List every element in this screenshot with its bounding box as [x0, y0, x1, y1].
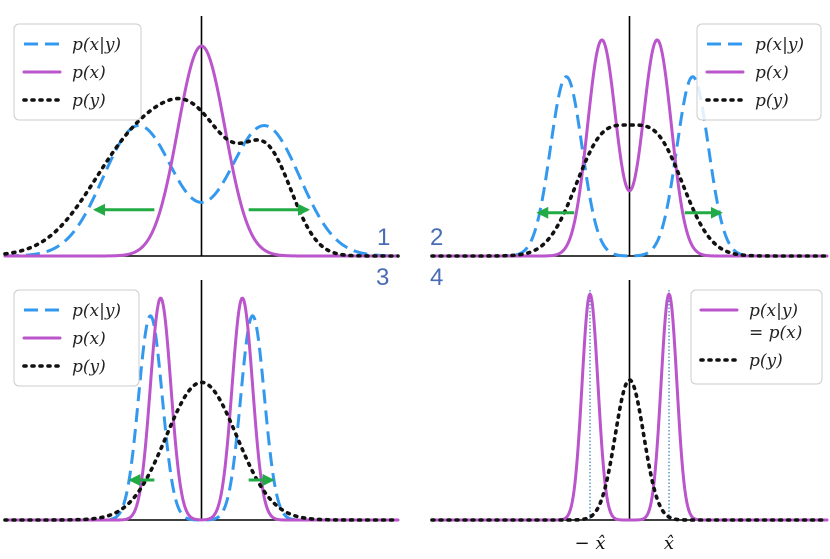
panel-3: 3 p(x|y) p(x) p(y) [3, 264, 400, 522]
legend: p(x|y)= p(x) p(y) [690, 289, 823, 385]
panel-2: 2 p(x|y) p(x) p(y) [430, 16, 829, 258]
series-py-line [430, 378, 829, 522]
series-py-line [3, 96, 400, 258]
x-tick-label-0: − x̂ [575, 533, 606, 554]
legend-box [13, 289, 140, 387]
legend: p(x|y) p(x) p(y) [696, 23, 822, 121]
series-px-line [3, 44, 400, 258]
panel-1: 1 p(x|y) p(x) p(y) [3, 16, 400, 258]
legend-label-pxy: p(x|y) [72, 35, 121, 55]
legend: p(x|y) p(x) p(y) [13, 23, 142, 121]
legend-label-py: p(y) [755, 91, 789, 111]
legend-label-py: p(y) [72, 91, 106, 111]
legend-label-pxy: p(x|y) [72, 301, 121, 321]
legend-label-px: p(x|y) [749, 301, 798, 321]
panel-number-label: 1 [377, 224, 390, 251]
panel-number-label: 2 [430, 224, 443, 251]
x-tick-label-1: x̂ [664, 533, 674, 554]
legend-label-px-line2: = p(x) [749, 323, 802, 343]
legend-box [13, 23, 142, 121]
legend-box [696, 23, 822, 121]
series-py-line [3, 380, 400, 522]
panel-number-label: 3 [376, 264, 389, 291]
legend-label-px: p(x) [72, 63, 106, 83]
legend-label-pxy: p(x|y) [755, 35, 804, 55]
series-py-line [430, 123, 829, 258]
legend: p(x|y) p(x) p(y) [13, 289, 140, 387]
series-pxy-line [4, 124, 399, 258]
panel-4: − x̂ x̂ 4 p(x|y)= p(x) p(y) [430, 264, 829, 554]
legend-label-py: p(y) [749, 351, 783, 371]
panel-number-label: 4 [430, 264, 443, 291]
legend-label-py: p(y) [72, 357, 106, 377]
legend-label-px: p(x) [755, 63, 789, 83]
legend-label-px: p(x) [72, 329, 106, 349]
